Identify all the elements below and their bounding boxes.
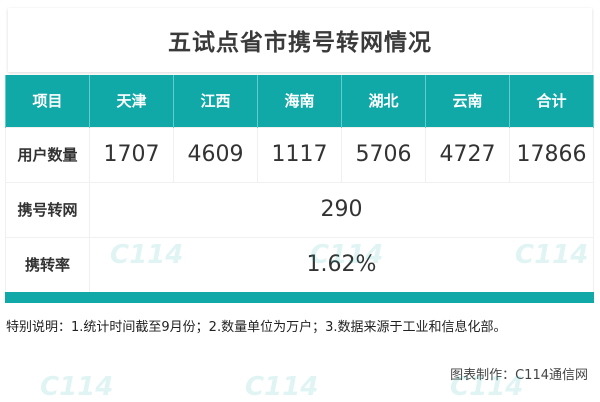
cell-value: 1.62% bbox=[89, 236, 594, 293]
header-cell: 合计 bbox=[509, 75, 594, 127]
title-box: 五试点省市携号转网情况 bbox=[8, 8, 592, 72]
row-label: 携转率 bbox=[5, 236, 90, 293]
header-row: 项目 天津 江西 海南 湖北 云南 合计 bbox=[5, 75, 594, 127]
header-cell: 云南 bbox=[425, 75, 510, 127]
table-row: 携号转网 290 bbox=[5, 181, 594, 238]
page-title: 五试点省市携号转网情况 bbox=[168, 30, 432, 56]
cell-value: 1117 bbox=[257, 126, 342, 183]
header-cell: 江西 bbox=[173, 75, 258, 127]
row-label: 用户数量 bbox=[5, 126, 90, 183]
cell-value: 5706 bbox=[341, 126, 426, 183]
table-footer-bar bbox=[5, 292, 594, 303]
cell-value: 17866 bbox=[509, 126, 594, 183]
porting-table: 项目 天津 江西 海南 湖北 云南 合计 用户数量 1707 4609 1117… bbox=[5, 75, 594, 293]
table-row: 用户数量 1707 4609 1117 5706 4727 17866 bbox=[5, 126, 594, 183]
cell-value: 4609 bbox=[173, 126, 258, 183]
header-cell: 项目 bbox=[5, 75, 90, 127]
credit: 图表制作：C114通信网 bbox=[450, 368, 588, 383]
header-cell: 湖北 bbox=[341, 75, 426, 127]
cell-value: 4727 bbox=[425, 126, 510, 183]
table-row: 携转率 1.62% bbox=[5, 236, 594, 293]
row-label: 携号转网 bbox=[5, 181, 90, 238]
watermark-logo: C114 bbox=[245, 372, 319, 402]
footnote: 特别说明：1.统计时间截至9月份；2.数量单位为万户；3.数据来源于工业和信息化… bbox=[6, 320, 507, 335]
cell-value: 1707 bbox=[89, 126, 174, 183]
cell-value: 290 bbox=[89, 181, 594, 238]
watermark-logo: C114 bbox=[40, 372, 114, 402]
header-cell: 天津 bbox=[89, 75, 174, 127]
header-cell: 海南 bbox=[257, 75, 342, 127]
